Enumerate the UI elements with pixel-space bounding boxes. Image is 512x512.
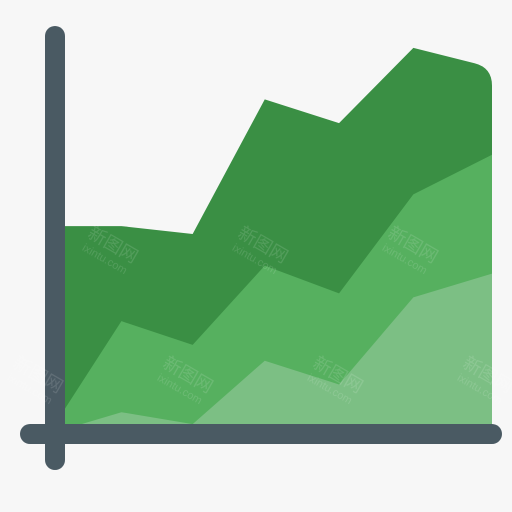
chart-svg: 新图网ixintu.com新图网ixintu.com新图网ixintu.com新… xyxy=(0,0,512,512)
area-chart-icon: 新图网ixintu.com新图网ixintu.com新图网ixintu.com新… xyxy=(0,0,512,512)
